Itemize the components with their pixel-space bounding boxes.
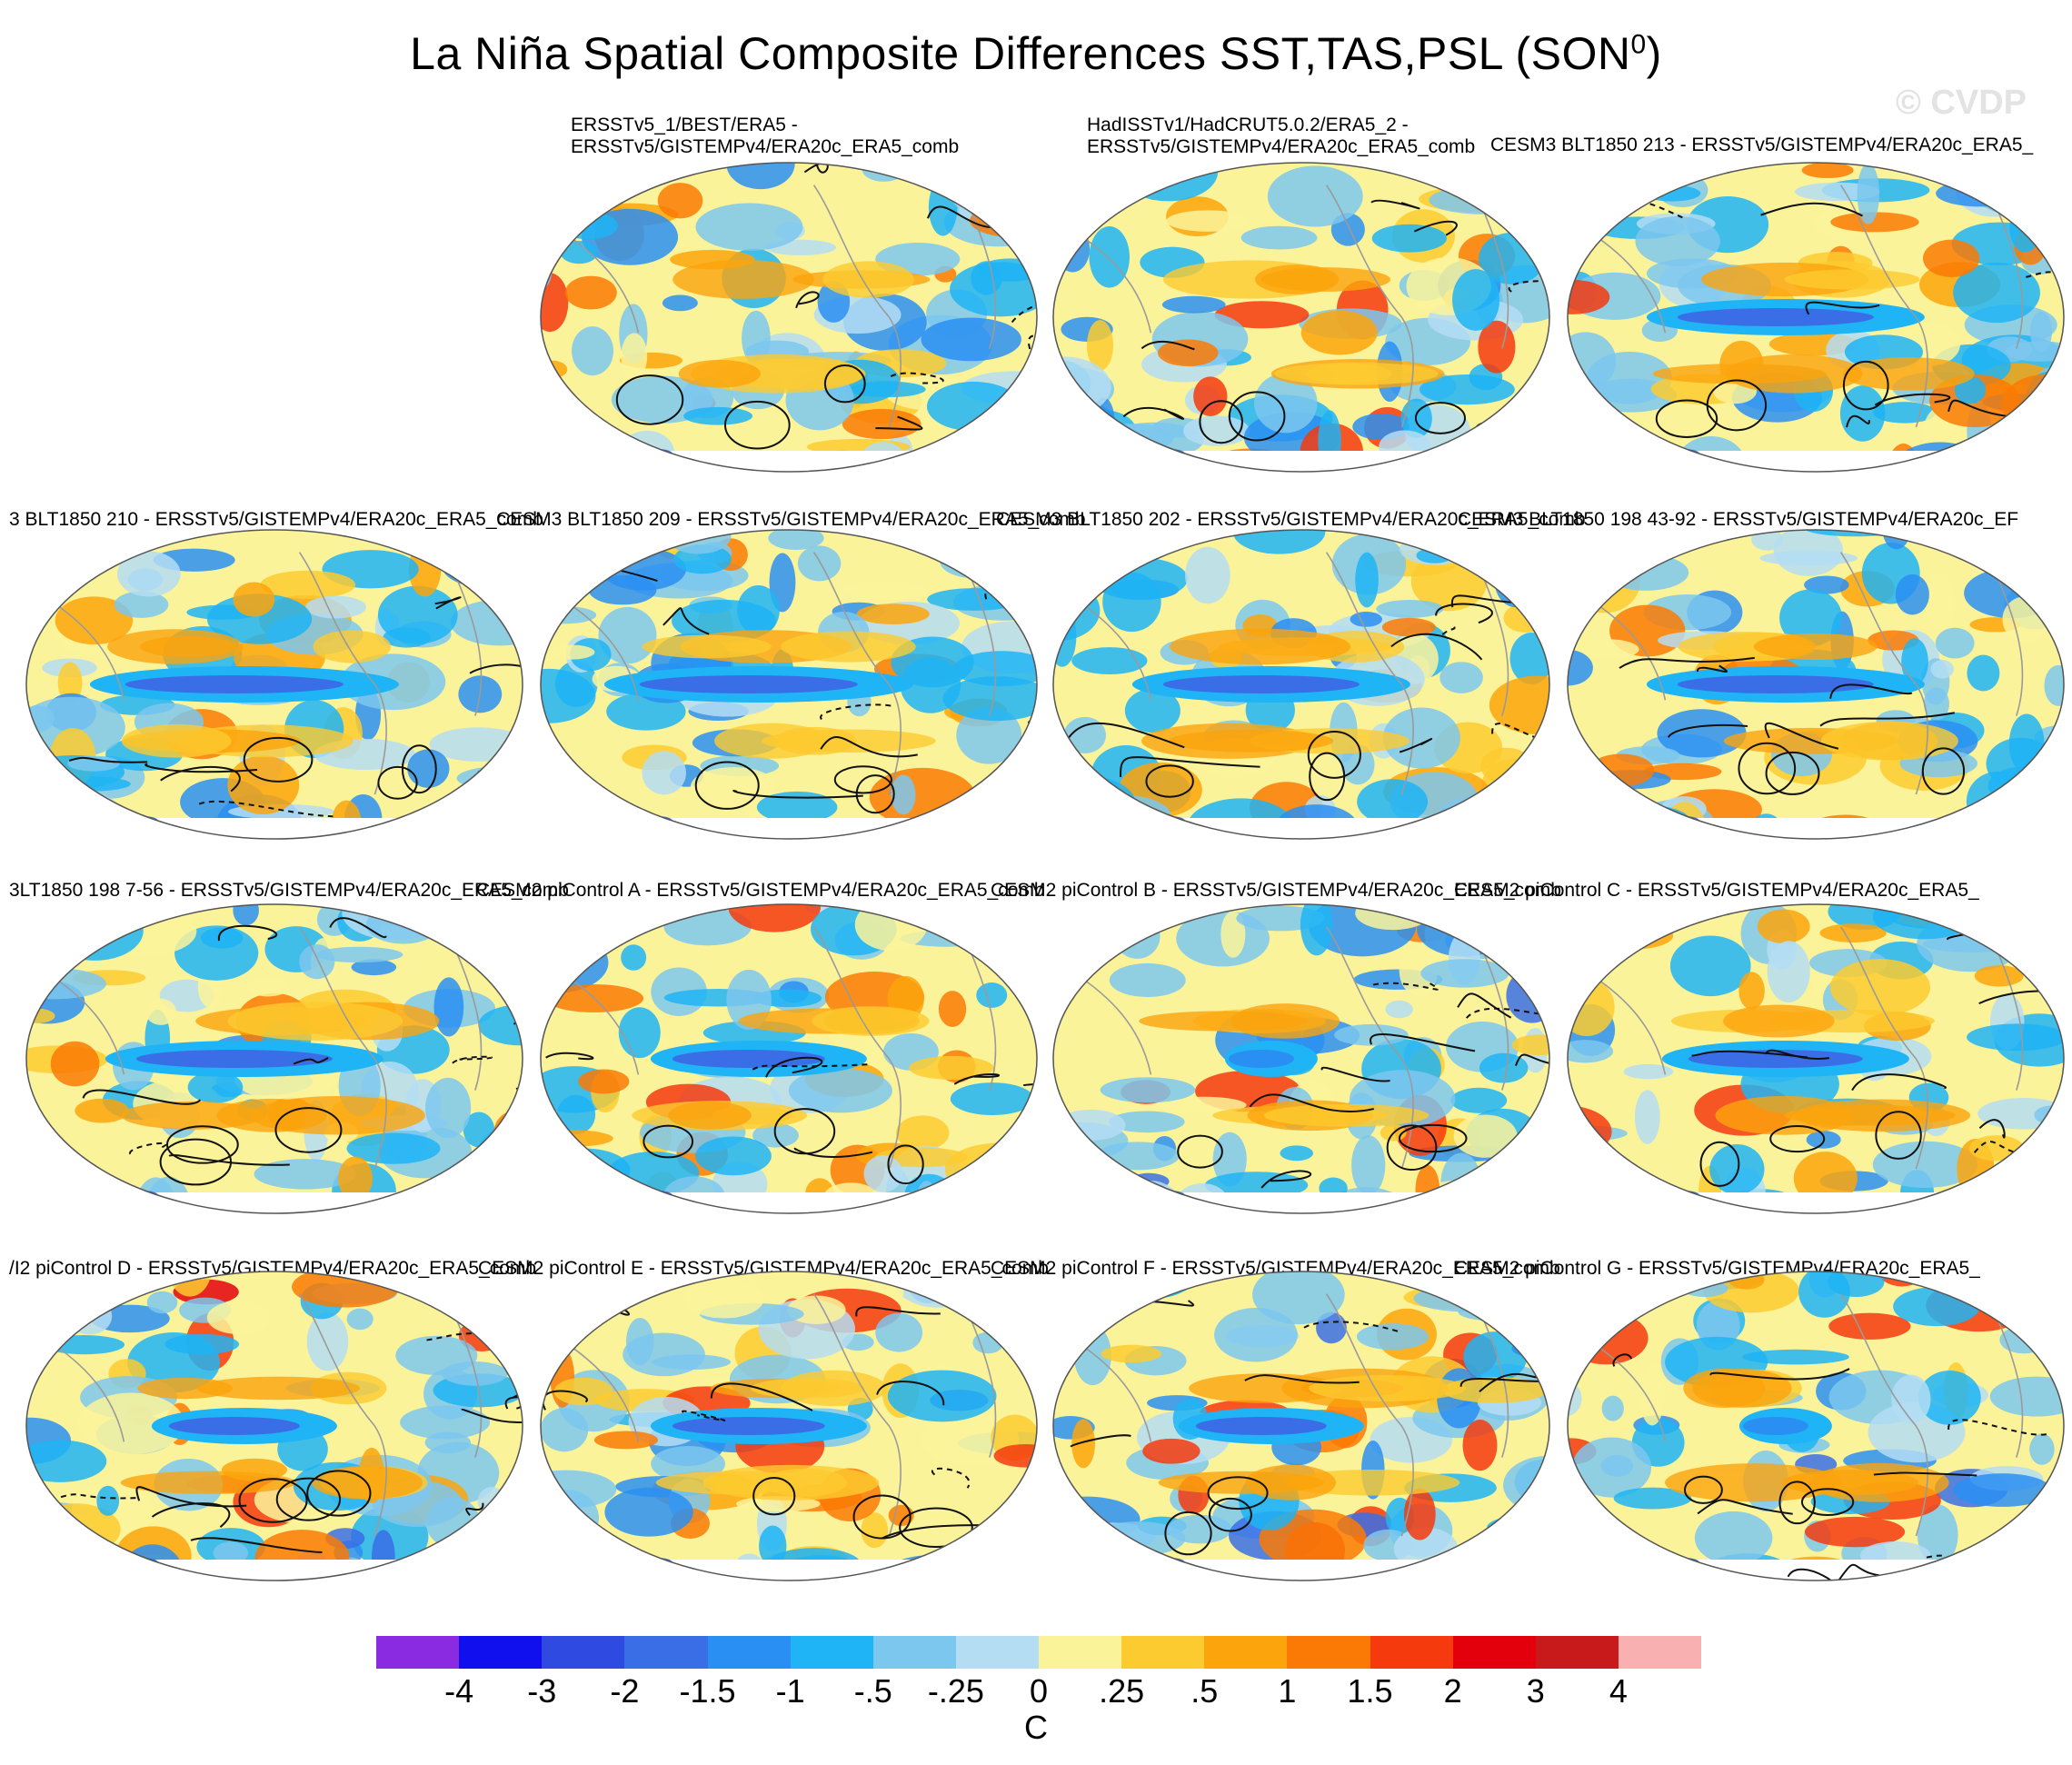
panel-title: CESM3 BLT1850 213 - ERSSTv5/GISTEMPv4/ER… xyxy=(1490,135,2034,155)
colorbar-tick-label: 0 xyxy=(1029,1672,1049,1710)
colorbar-swatch xyxy=(1039,1636,1122,1669)
robinson-globe-map xyxy=(1567,903,2065,1214)
panel-title: 3LT1850 198 7-56 - ERSSTv5/GISTEMPv4/ERA… xyxy=(9,880,569,901)
robinson-globe-map xyxy=(1567,1271,2065,1581)
panel-title: CESM2 piControl E - ERSSTv5/GISTEMPv4/ER… xyxy=(478,1258,1049,1279)
colorbar-tick-label: .5 xyxy=(1190,1672,1219,1710)
robinson-globe-map xyxy=(540,162,1038,473)
colorbar-tick-label: -1 xyxy=(775,1672,805,1710)
panel-title: CESM2 piControl B - ERSSTv5/GISTEMPv4/ER… xyxy=(991,880,1561,901)
colorbar-swatch xyxy=(872,1636,956,1669)
robinson-globe-map xyxy=(25,903,523,1214)
robinson-globe-map xyxy=(1567,529,2065,840)
colorbar xyxy=(376,1636,1701,1669)
panel-title: CESM3 BLT1850 202 - ERSSTv5/GISTEMPv4/ER… xyxy=(996,509,1586,530)
colorbar-tick-label: -2 xyxy=(610,1672,640,1710)
colorbar-swatch xyxy=(376,1636,460,1669)
robinson-globe-map xyxy=(540,529,1038,840)
panel-title: HadISSTv1/HadCRUT5.0.2/ERA5_2 - ERSSTv5/… xyxy=(1087,115,1476,157)
panel-title: CESM2 piControl C - ERSSTv5/GISTEMPv4/ER… xyxy=(1454,880,1979,901)
figure-title-close: ) xyxy=(1646,28,1662,79)
robinson-globe-map xyxy=(1052,1271,1550,1581)
colorbar-swatch xyxy=(1204,1636,1288,1669)
robinson-globe-map xyxy=(1052,162,1550,473)
panel-title: CESM3 BLT1850 209 - ERSSTv5/GISTEMPv4/ER… xyxy=(496,509,1086,530)
colorbar-swatch xyxy=(1287,1636,1370,1669)
colorbar-labels: -4 -3 -2 -1.5 -1 -.5 -.25 0 .25 .5 1 1.5 2 3 4 xyxy=(376,1672,1701,1712)
colorbar-tick-label: 2 xyxy=(1443,1672,1462,1710)
colorbar-tick-label: 4 xyxy=(1609,1672,1628,1710)
colorbar-tick-label: -.5 xyxy=(853,1672,892,1710)
robinson-globe-map xyxy=(1052,903,1550,1214)
colorbar-swatch xyxy=(1535,1636,1619,1669)
panel-title: ERSSTv5_1/BEST/ERA5 - ERSSTv5/GISTEMPv4/… xyxy=(571,115,960,157)
robinson-globe-map xyxy=(540,903,1038,1214)
colorbar-tick-label: -.25 xyxy=(927,1672,984,1710)
colorbar-swatch xyxy=(955,1636,1039,1669)
colorbar-swatch xyxy=(1618,1636,1701,1669)
panel-title: 3 BLT1850 210 - ERSSTv5/GISTEMPv4/ERA20c… xyxy=(9,509,543,530)
robinson-globe-map xyxy=(25,1271,523,1581)
colorbar-tick-label: .25 xyxy=(1099,1672,1145,1710)
colorbar-tick-label: -4 xyxy=(444,1672,474,1710)
colorbar-tick-label: 1 xyxy=(1278,1672,1297,1710)
colorbar-swatch xyxy=(790,1636,873,1669)
panel-title: CESM2 piControl A - ERSSTv5/GISTEMPv4/ER… xyxy=(476,880,1045,901)
colorbar-swatch xyxy=(624,1636,708,1669)
cvdp-watermark: © CVDP xyxy=(1895,84,2027,122)
robinson-globe-map xyxy=(1567,162,2065,473)
figure-title: La Niña Spatial Composite Differences SS… xyxy=(0,27,2072,80)
colorbar-units: C xyxy=(1024,1709,1048,1746)
colorbar-swatch xyxy=(707,1636,791,1669)
colorbar-swatch xyxy=(1121,1636,1205,1669)
robinson-globe-map xyxy=(25,529,523,840)
panel-title: CESM2 piControl G - ERSSTv5/GISTEMPv4/ER… xyxy=(1454,1258,1980,1279)
figure-title-superscript: 0 xyxy=(1630,29,1647,60)
colorbar-tick-label: 3 xyxy=(1526,1672,1545,1710)
colorbar-tick-label: 1.5 xyxy=(1347,1672,1393,1710)
colorbar-swatch xyxy=(542,1636,625,1669)
robinson-globe-map xyxy=(1052,529,1550,840)
colorbar-swatch xyxy=(1452,1636,1536,1669)
colorbar-tick-label: -1.5 xyxy=(679,1672,736,1710)
figure-title-text: La Niña Spatial Composite Differences SS… xyxy=(410,28,1631,79)
panel-title: CESM3 BLT1850 198 43-92 - ERSSTv5/GISTEM… xyxy=(1458,509,2019,530)
colorbar-swatch xyxy=(459,1636,543,1669)
colorbar-swatch xyxy=(1370,1636,1453,1669)
robinson-globe-map xyxy=(540,1271,1038,1581)
colorbar-tick-label: -3 xyxy=(527,1672,557,1710)
